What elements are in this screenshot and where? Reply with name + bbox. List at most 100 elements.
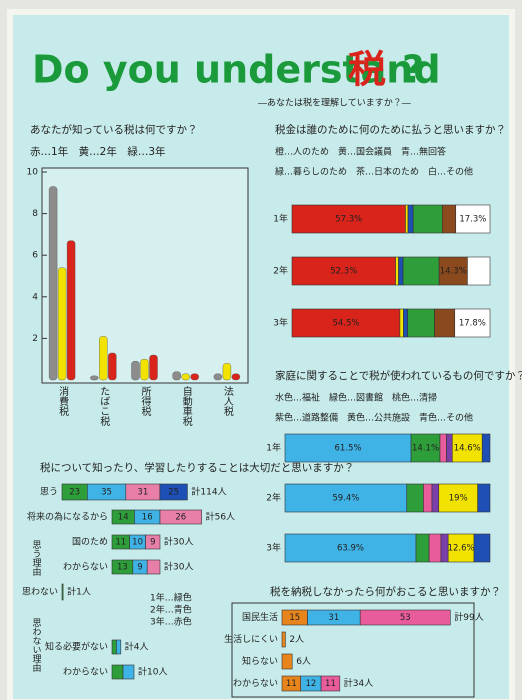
x-tick-label: 消費税 <box>57 385 69 417</box>
reasons-heading: 思う理由 <box>31 540 42 577</box>
legend: 橙…人のため 黄…国会議員 青…無回答 <box>275 146 446 158</box>
segment-label: 52.3% <box>330 267 357 277</box>
row-total: 計34人 <box>344 677 373 689</box>
bar <box>231 373 241 381</box>
bar-segment <box>402 256 440 286</box>
legend: 紫色…道路整備 黄色…公共施設 青色…その他 <box>275 412 473 424</box>
row-total: 計30人 <box>164 561 193 573</box>
legend: 1年…緑色 <box>150 592 192 604</box>
title-question-mark: ? <box>402 48 424 92</box>
bar-segment <box>159 483 188 501</box>
segment-label: 11 <box>286 679 297 689</box>
segment-label: 11 <box>325 679 336 689</box>
row-label: 1年 <box>273 213 288 225</box>
bar-segment <box>291 256 396 286</box>
row-label: わからない <box>233 678 278 689</box>
bar-segment <box>467 256 491 286</box>
bar-segment <box>412 204 443 234</box>
box-frame <box>231 602 475 698</box>
y-tick-label: 6 <box>32 251 38 261</box>
row-total: 計4人 <box>125 641 149 653</box>
x-tick-label: 法人税 <box>221 386 233 417</box>
row-label: 知らない <box>242 655 278 667</box>
y-tick-label: 10 <box>27 168 39 178</box>
bar-segment <box>428 533 442 563</box>
row-label: 3年 <box>266 542 281 554</box>
segment-label: 16 <box>142 513 153 523</box>
bar-segment <box>406 483 424 513</box>
legend: 2年…青色 <box>150 604 192 616</box>
bar-segment <box>438 256 468 286</box>
segment-label: 59.4% <box>332 494 359 504</box>
question: 家庭に関することで税が使われているもの何ですか？ <box>275 369 522 382</box>
bar-segment <box>146 559 161 575</box>
bar <box>99 336 108 381</box>
bar-segment <box>281 631 286 648</box>
bar <box>172 371 181 381</box>
segment-label: 54.5% <box>332 319 359 329</box>
bar-segment <box>111 664 124 680</box>
bar-segment <box>399 308 404 338</box>
question: あなたが知っている税は何ですか？ <box>30 123 197 136</box>
row-total: 6人 <box>296 657 311 667</box>
bar-segment <box>446 433 453 463</box>
row-total: 2人 <box>289 635 304 645</box>
segment-label: 14.3% <box>440 267 467 277</box>
segment-label: 14.1% <box>412 444 439 454</box>
segment-label: 9 <box>137 563 142 573</box>
bar-segment <box>403 308 408 338</box>
bar-segment <box>398 256 404 286</box>
bar-segment <box>473 533 491 563</box>
bar-segment <box>111 639 117 655</box>
bar <box>213 373 223 381</box>
question: 税を納税しなかったら何がおこると思いますか？ <box>270 585 501 598</box>
row-total: 計1人 <box>67 586 91 598</box>
segment-label: 11 <box>115 538 126 548</box>
row-label: 国のため <box>72 537 108 548</box>
segment-label: 14 <box>118 513 129 523</box>
bar <box>140 359 149 381</box>
bar-segment <box>116 639 122 655</box>
title-en: Do you understand <box>32 48 441 92</box>
segment-label: 17.8% <box>459 319 486 329</box>
segment-label: 19% <box>449 494 468 504</box>
bar-segment <box>61 583 64 601</box>
bar-segment <box>407 204 414 234</box>
bar <box>90 375 99 381</box>
bar-segment <box>481 433 491 463</box>
bar-segment <box>439 433 447 463</box>
row-label: 将来の為になるから <box>27 511 108 523</box>
bar-segment <box>451 433 483 463</box>
bar <box>222 363 232 381</box>
segment-label: 35 <box>101 488 112 498</box>
segment-label: 23 <box>69 488 80 498</box>
bar-segment <box>291 204 406 234</box>
bar-segment <box>477 483 491 513</box>
segment-label: 13 <box>117 563 128 573</box>
legend: 水色…福祉 緑色…図書館 桃色…清掃 <box>275 392 437 404</box>
row-total: 計114人 <box>191 486 226 498</box>
row-label: 思う <box>40 487 58 498</box>
bar-segment <box>291 308 401 338</box>
bar-segment <box>434 308 456 338</box>
row-total: 計10人 <box>138 666 167 678</box>
row-label: 2年 <box>273 265 288 277</box>
segment-label: 61.5% <box>335 444 362 454</box>
question: 税金は誰のために何のために払うと思いますか？ <box>275 123 506 136</box>
legend-note: 赤…1年 黄…2年 緑…3年 <box>30 145 166 158</box>
bar-segment <box>284 433 412 463</box>
row-total: 計56人 <box>206 511 235 523</box>
bar-segment <box>454 308 491 338</box>
row-label: 生活しにくい <box>224 633 278 645</box>
subtitle: ―あなたは税を理解していますか？― <box>258 97 411 109</box>
bar-segment <box>320 675 341 692</box>
y-tick-label: 4 <box>32 292 38 302</box>
segment-label: 15 <box>289 613 300 623</box>
bar-segment <box>441 204 457 234</box>
bar-segment <box>431 483 440 513</box>
segment-label: 9 <box>150 538 155 548</box>
bar <box>66 240 76 381</box>
row-label: 2年 <box>266 492 281 504</box>
bar <box>181 373 190 381</box>
row-total: 計99人 <box>454 611 483 623</box>
